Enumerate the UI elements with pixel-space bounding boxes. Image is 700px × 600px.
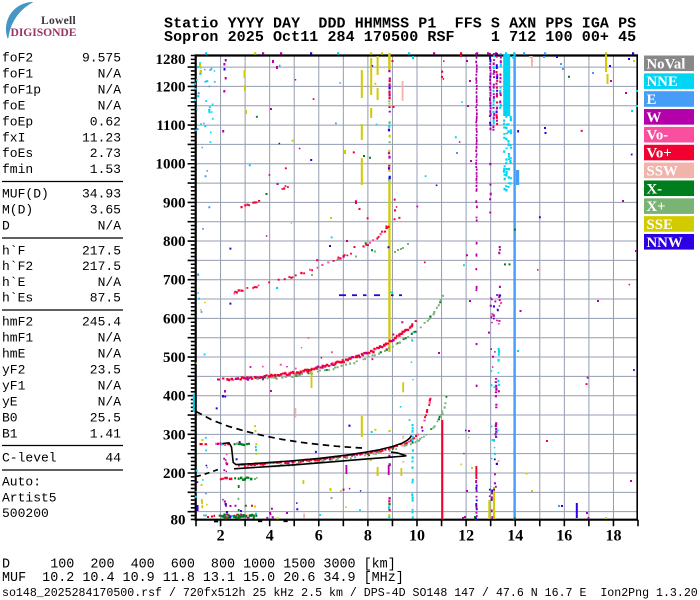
svg-text:Sopron 2025 Oct11 284 170500 R: Sopron 2025 Oct11 284 170500 RSF 1 712 1… [164, 29, 636, 46]
svg-text:hmF1: hmF1 [2, 331, 33, 346]
svg-text:E: E [647, 92, 657, 108]
svg-text:D: D [2, 219, 10, 234]
svg-text:B1: B1 [2, 427, 18, 442]
svg-text:N/A: N/A [98, 347, 122, 362]
svg-text:800: 800 [163, 234, 186, 250]
svg-text:MUF 10.2 10.4 10.9 11.8 13.1: MUF 10.2 10.4 10.9 11.8 13.1 15.0 20.6 3… [2, 571, 404, 586]
svg-text:C-level: C-level [2, 451, 57, 466]
svg-text:MUF(D): MUF(D) [2, 187, 49, 202]
svg-text:yF2: yF2 [2, 363, 25, 378]
svg-text:foE: foE [2, 99, 26, 114]
svg-text:10: 10 [409, 528, 425, 545]
svg-text:X-: X- [647, 181, 663, 197]
svg-text:1.53: 1.53 [90, 162, 121, 177]
svg-text:2: 2 [217, 528, 225, 545]
svg-text:N/A: N/A [98, 67, 122, 82]
svg-text:X+: X+ [647, 199, 666, 215]
svg-text:14: 14 [507, 528, 523, 545]
svg-text:Vo+: Vo+ [647, 146, 672, 162]
svg-text:900: 900 [163, 195, 186, 211]
svg-text:245.4: 245.4 [82, 315, 121, 330]
svg-text:18: 18 [606, 528, 622, 545]
svg-text:h`Es: h`Es [2, 291, 33, 306]
svg-text:25.5: 25.5 [90, 411, 121, 426]
svg-text:NNW: NNW [647, 235, 683, 251]
svg-text:217.5: 217.5 [82, 244, 121, 259]
svg-text:217.5: 217.5 [82, 259, 121, 274]
svg-text:1100: 1100 [156, 118, 185, 134]
svg-text:NoVal: NoVal [647, 56, 686, 72]
svg-text:1.41: 1.41 [90, 427, 121, 442]
svg-text:h`E: h`E [2, 275, 26, 290]
svg-text:400: 400 [163, 389, 186, 405]
svg-text:N/A: N/A [98, 275, 122, 290]
svg-text:16: 16 [556, 528, 572, 545]
svg-text:34.93: 34.93 [82, 187, 121, 202]
svg-text:SSE: SSE [647, 217, 673, 233]
svg-text:Auto:: Auto: [2, 475, 41, 490]
svg-text:B0: B0 [2, 411, 18, 426]
svg-text:foF1p: foF1p [2, 83, 41, 98]
svg-text:N/A: N/A [98, 395, 122, 410]
svg-text:200: 200 [163, 466, 186, 482]
svg-text:h`F2: h`F2 [2, 259, 33, 274]
svg-text:1000: 1000 [156, 157, 186, 173]
svg-text:foEs: foEs [2, 146, 33, 161]
svg-text:foEp: foEp [2, 115, 33, 130]
svg-text:Lowell: Lowell [41, 15, 76, 27]
svg-text:N/A: N/A [98, 219, 122, 234]
svg-text:DIGISONDE: DIGISONDE [11, 26, 77, 39]
svg-text:yF1: yF1 [2, 379, 26, 394]
svg-text:6: 6 [315, 528, 323, 545]
svg-text:N/A: N/A [98, 83, 122, 98]
svg-text:700: 700 [163, 273, 186, 289]
svg-text:9.575: 9.575 [82, 51, 121, 66]
svg-text:4: 4 [266, 528, 274, 545]
svg-text:foF1: foF1 [2, 67, 33, 82]
svg-text:SSW: SSW [647, 163, 678, 179]
svg-text:Vo-: Vo- [647, 128, 669, 144]
svg-text:hmE: hmE [2, 347, 26, 362]
svg-text:fmin: fmin [2, 162, 33, 177]
svg-text:so148_2025284170500.rsf / 720f: so148_2025284170500.rsf / 720fx512h 25 k… [2, 587, 698, 600]
svg-text:11.23: 11.23 [82, 131, 121, 146]
svg-text:23.5: 23.5 [90, 363, 121, 378]
svg-text:h`F: h`F [2, 244, 25, 259]
svg-text:1200: 1200 [156, 79, 186, 95]
svg-text:W: W [647, 110, 662, 126]
svg-text:300: 300 [163, 427, 186, 443]
svg-text:N/A: N/A [98, 99, 122, 114]
svg-text:600: 600 [163, 311, 186, 327]
svg-text:8: 8 [364, 528, 372, 545]
svg-text:500200: 500200 [2, 506, 49, 521]
svg-text:fxI: fxI [2, 131, 25, 146]
svg-text:M(D): M(D) [2, 203, 33, 218]
svg-text:D 100 200 400 600 800: D 100 200 400 600 800 1000 1500 3000 [km… [2, 558, 396, 573]
svg-text:foF2: foF2 [2, 51, 33, 66]
svg-text:80: 80 [171, 512, 186, 528]
svg-text:Artist5: Artist5 [2, 491, 57, 506]
svg-text:500: 500 [163, 350, 186, 366]
svg-text:NNE: NNE [647, 74, 678, 90]
svg-text:44: 44 [105, 451, 121, 466]
svg-text:N/A: N/A [98, 379, 122, 394]
svg-text:hmF2: hmF2 [2, 315, 33, 330]
svg-text:12: 12 [458, 528, 474, 545]
svg-text:0.62: 0.62 [90, 115, 121, 130]
svg-text:3.65: 3.65 [90, 203, 121, 218]
svg-text:2.73: 2.73 [90, 146, 121, 161]
svg-text:N/A: N/A [98, 331, 122, 346]
svg-text:Statio YYYY DAY DDD HHMMSS P1: Statio YYYY DAY DDD HHMMSS P1 FFS S AXN … [164, 16, 636, 33]
svg-text:yE: yE [2, 395, 18, 410]
svg-text:1280: 1280 [156, 52, 186, 68]
svg-text:87.5: 87.5 [90, 291, 121, 306]
